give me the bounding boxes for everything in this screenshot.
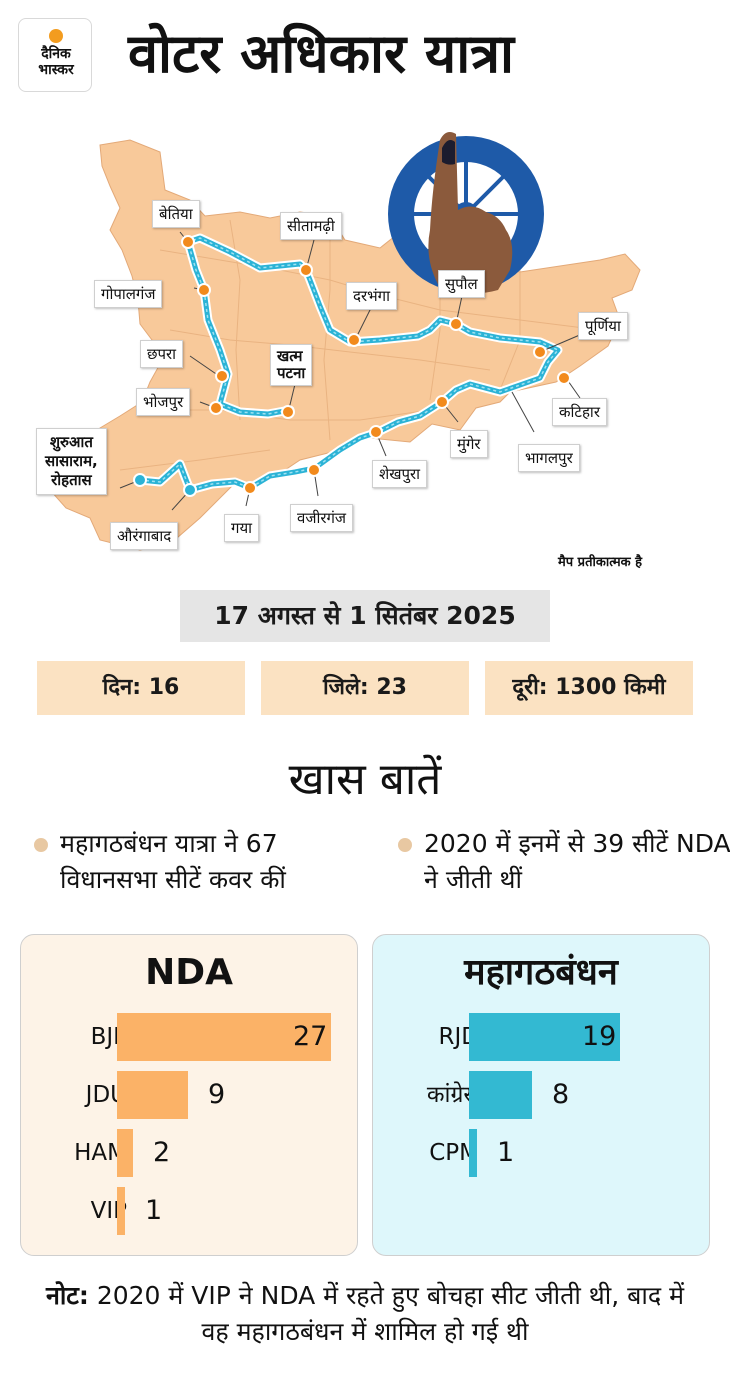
stop-gaya xyxy=(243,481,257,495)
stat-days: दिन: 16 xyxy=(37,661,245,715)
nda-bar-row: BJP 27 xyxy=(21,1013,357,1061)
stop-supaul xyxy=(449,317,463,331)
stop-gopalganj xyxy=(197,283,211,297)
stop-patna xyxy=(281,405,295,419)
election-symbol xyxy=(388,132,544,294)
mahagathbandhan-bar xyxy=(469,1071,532,1119)
mahagathbandhan-bar-value: 8 xyxy=(552,1079,570,1110)
bullet-icon xyxy=(398,838,412,852)
mahagathbandhan-bar xyxy=(469,1129,477,1177)
label-gopalganj: गोपालगंज xyxy=(94,280,163,308)
mahagathbandhan-chart-panel: महागठबंधन RJD 19 कांग्रेस 8 CPM 1 xyxy=(372,934,710,1256)
route-stops xyxy=(133,235,571,497)
stop-darbhanga xyxy=(347,333,361,347)
nda-chart-title: NDA xyxy=(145,952,233,993)
stop-wazirganj xyxy=(307,463,321,477)
label-supaul: सुपौल xyxy=(438,270,485,298)
label-bhagalpur: भागलपुर xyxy=(518,444,580,472)
label-darbhanga: दरभंगा xyxy=(346,282,397,310)
inked-finger-icon xyxy=(428,132,513,294)
nda-bar-value: 2 xyxy=(153,1137,171,1168)
logo-line1: दैनिक xyxy=(41,46,71,62)
label-patna-line1: खत्म xyxy=(277,347,303,365)
mahagathbandhan-bar xyxy=(469,1013,620,1061)
nda-chart-panel: NDA BJP 27 JDU 9 HAM 2 VIP 1 xyxy=(20,934,358,1256)
label-aurangabad: औरंगाबाद xyxy=(110,522,179,550)
mahagathbandhan-bar-row: RJD 19 xyxy=(373,1013,709,1061)
highlight-text-2: 2020 में इनमें से 39 सीटें NDA ने जीती थ… xyxy=(424,829,730,894)
dainik-bhaskar-logo: दैनिक भास्कर xyxy=(18,18,92,92)
mahagathbandhan-bar-value: 1 xyxy=(497,1137,515,1168)
label-purnia: पूर्णिया xyxy=(578,312,628,340)
label-bettiah: बेतिया xyxy=(152,200,200,228)
highlights-heading: खास बातें xyxy=(288,754,442,805)
label-patna: खत्म पटना xyxy=(270,344,313,386)
stop-chhapra xyxy=(215,369,229,383)
label-patna-line2: पटना xyxy=(277,364,306,382)
bihar-route-map xyxy=(49,132,641,551)
stop-sitamarhi xyxy=(299,263,313,277)
stop-purnia xyxy=(533,345,547,359)
nda-bar-value: 27 xyxy=(293,1021,328,1052)
nda-bar xyxy=(117,1187,125,1235)
label-start: शुरुआत सासाराम, रोहतास xyxy=(36,428,107,495)
sun-icon xyxy=(49,29,63,43)
nda-bar-row: HAM 2 xyxy=(21,1129,357,1177)
nda-bar-value: 1 xyxy=(145,1195,163,1226)
logo-line2: भास्कर xyxy=(38,62,74,78)
stop-sasaram xyxy=(133,473,147,487)
label-wazirganj: वजीरगंज xyxy=(290,504,354,532)
footnote-label: नोट: xyxy=(45,1281,89,1310)
bullet-icon xyxy=(34,838,48,852)
stat-districts: जिले: 23 xyxy=(261,661,469,715)
nda-bar xyxy=(117,1071,188,1119)
label-start-line1: शुरुआत xyxy=(49,433,93,451)
label-munger: मुंगेर xyxy=(450,430,488,458)
footnote: नोट: 2020 में VIP ने NDA में रहते हुए बो… xyxy=(40,1278,690,1350)
nda-bar-row: JDU 9 xyxy=(21,1071,357,1119)
stat-distance: दूरी: 1300 किमी xyxy=(485,661,693,715)
footnote-text: 2020 में VIP ने NDA में रहते हुए बोचहा स… xyxy=(88,1281,685,1346)
label-sitamarhi: सीतामढ़ी xyxy=(280,212,342,240)
nda-bar-row: VIP 1 xyxy=(21,1187,357,1235)
stop-aurangabad xyxy=(183,483,197,497)
stop-sheikhpura xyxy=(369,425,383,439)
date-range: 17 अगस्त से 1 सितंबर 2025 xyxy=(180,590,550,642)
mahagathbandhan-bar-value: 19 xyxy=(582,1021,617,1052)
label-start-line2: सासाराम, xyxy=(45,452,98,470)
nda-bar xyxy=(117,1129,133,1177)
label-bhojpur: भोजपुर xyxy=(136,388,191,416)
label-chhapra: छपरा xyxy=(140,340,184,368)
mahagathbandhan-chart-title: महागठबंधन xyxy=(464,952,618,993)
stop-munger xyxy=(435,395,449,409)
nda-bar-value: 9 xyxy=(208,1079,226,1110)
label-start-line3: रोहतास xyxy=(51,471,92,489)
label-sheikhpura: शेखपुरा xyxy=(372,460,428,488)
stop-bettiah xyxy=(181,235,195,249)
stop-bhojpur xyxy=(209,401,223,415)
stop-katihar xyxy=(557,371,571,385)
mahagathbandhan-bar-row: CPM 1 xyxy=(373,1129,709,1177)
mahagathbandhan-bar-row: कांग्रेस 8 xyxy=(373,1071,709,1119)
map-disclaimer: मैप प्रतीकात्मक है xyxy=(558,555,643,570)
page-title: वोटर अधिकार यात्रा xyxy=(128,22,515,85)
highlight-text-1: महागठबंधन यात्रा ने 67 विधानसभा सीटें कव… xyxy=(60,829,286,894)
nda-bar xyxy=(117,1013,331,1061)
label-katihar: कटिहार xyxy=(552,398,607,426)
label-gaya: गया xyxy=(224,514,260,542)
